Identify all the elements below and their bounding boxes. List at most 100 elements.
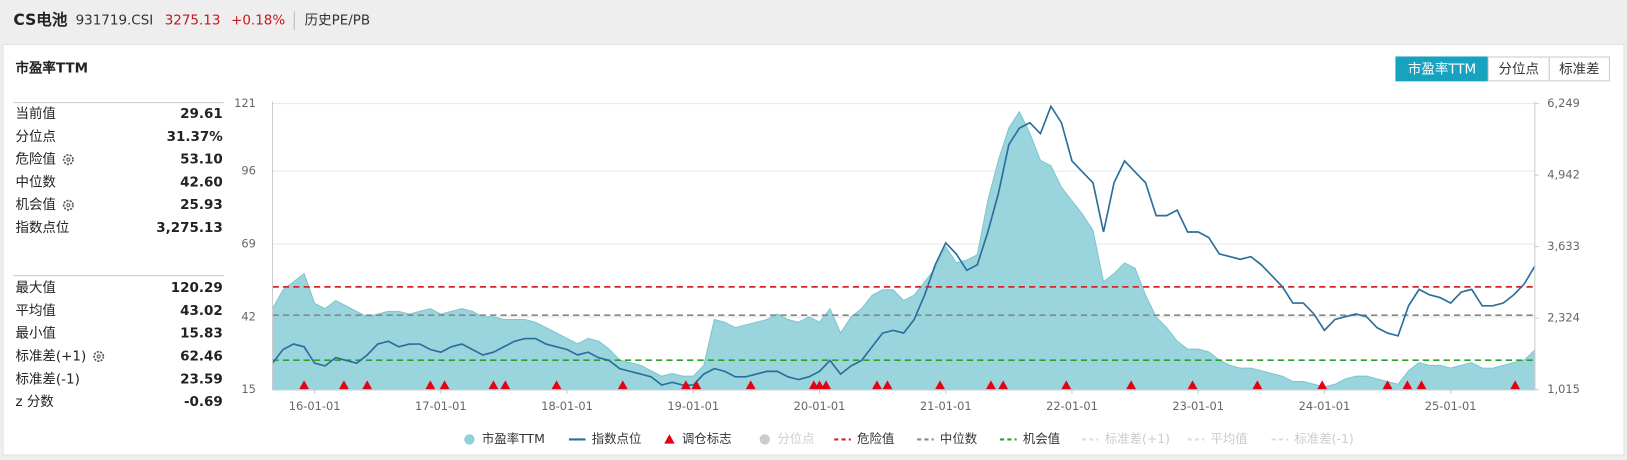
x-tick-label: 16-01-01 <box>289 399 341 413</box>
rebalance-marker <box>882 380 893 390</box>
index-change: +0.18% <box>231 13 285 29</box>
rebalance-marker <box>1382 380 1393 390</box>
legend-label[interactable]: 标准差(-1) <box>1294 431 1353 446</box>
settings-icon[interactable] <box>93 351 105 363</box>
index-code: 931719.CSI <box>76 13 154 29</box>
rebalance-marker <box>425 380 436 390</box>
stat-label: 当前值 <box>16 105 56 122</box>
rebalance-marker <box>814 380 825 390</box>
stat-value: 53.10 <box>180 152 223 168</box>
rebalance-marker <box>680 380 692 390</box>
stat-label: 标准差(+1) <box>16 349 87 365</box>
rebalance-marker <box>934 380 946 390</box>
rebalance-marker <box>439 380 450 390</box>
stat-value: 42.60 <box>180 174 223 190</box>
legend-label[interactable]: 中位数 <box>940 431 978 446</box>
y2-tick-label: 3,633 <box>1547 239 1580 253</box>
y-tick-label: 69 <box>241 236 256 250</box>
y2-tick-label: 4,942 <box>1547 168 1580 182</box>
stat-value: 43.02 <box>180 303 223 319</box>
rebalance-marker <box>985 380 997 390</box>
panel-title: 市盈率TTM <box>16 59 89 76</box>
rebalance-marker <box>1402 380 1413 390</box>
rebalance-marker <box>298 380 310 390</box>
plot: 15 42 69 96 121 1,015 2,324 3,633 4,942 6,249 16-0… <box>234 96 1580 413</box>
stat-value: 15.83 <box>180 326 223 342</box>
stat-label: 机会值 <box>16 197 56 213</box>
legend-icon[interactable] <box>464 434 475 445</box>
rebalance-marker <box>617 380 628 390</box>
legend-label[interactable]: 标准差(+1) <box>1105 431 1170 446</box>
y-tick-label: 96 <box>241 164 256 178</box>
x-tick-label: 17-01-01 <box>415 399 467 413</box>
y-tick-label: 15 <box>241 382 256 396</box>
stat-label: 标准差(-1) <box>16 371 80 387</box>
tab-button-label[interactable]: 分位点 <box>1499 61 1539 77</box>
x-tick-label: 25-01-01 <box>1425 399 1477 413</box>
stat-value: 25.93 <box>180 197 223 213</box>
stat-label: 平均值 <box>16 303 56 319</box>
stat-label: 分位点 <box>16 129 56 145</box>
pe-area <box>271 110 1536 391</box>
x-tick-label: 24-01-01 <box>1299 399 1351 413</box>
stat-value: 120.29 <box>171 280 223 296</box>
rebalance-marker <box>745 380 756 390</box>
settings-icon-core <box>96 354 101 359</box>
stat-value: 23.59 <box>180 371 223 387</box>
legend-label[interactable]: 市盈率TTM <box>482 431 545 446</box>
tab-button-label[interactable]: 市盈率TTM <box>1408 60 1476 77</box>
x-tick-label: 19-01-01 <box>667 399 719 413</box>
stat-value: -0.69 <box>184 394 223 410</box>
y-tick-label: 42 <box>241 309 256 323</box>
stat-value: 62.46 <box>180 349 223 365</box>
legend-label[interactable]: 平均值 <box>1210 431 1247 446</box>
stat-label: 最大值 <box>16 280 56 296</box>
y-tick-label: 121 <box>234 96 256 110</box>
rebalance-marker <box>691 380 702 390</box>
rebalance-marker <box>1317 380 1328 390</box>
rebalance-marker <box>338 380 350 390</box>
rebalance-marker <box>362 380 373 390</box>
stat-label: 危险值 <box>16 152 56 168</box>
top-bar <box>0 0 1627 42</box>
rebalance-marker <box>997 380 1009 390</box>
legend-label[interactable]: 危险值 <box>857 431 894 446</box>
legend-icon[interactable] <box>664 434 675 444</box>
x-tick-label: 21-01-01 <box>920 399 972 413</box>
stat-label: 指数点位 <box>16 220 70 236</box>
y2-tick-label: 2,324 <box>1547 311 1580 325</box>
rebalance-marker <box>871 380 883 390</box>
rebalance-marker <box>820 380 832 390</box>
tab-button[interactable] <box>1548 56 1610 82</box>
rebalance-marker <box>1187 380 1198 390</box>
page-tab[interactable]: 历史PE/PB <box>305 13 370 29</box>
stat-value: 29.61 <box>180 106 223 122</box>
settings-icon-core <box>66 157 71 162</box>
y2-tick-label: 1,015 <box>1547 382 1580 396</box>
rebalance-marker <box>1125 380 1137 390</box>
tab-button-label[interactable]: 标准差 <box>1559 61 1599 77</box>
settings-icon-core <box>66 203 71 208</box>
y2-tick-label: 6,249 <box>1547 96 1580 110</box>
stat-label: 中位数 <box>16 174 57 190</box>
index-price: 3275.13 <box>165 13 221 29</box>
legend-label[interactable]: 调仓标志 <box>682 431 732 446</box>
legend-label[interactable]: 指数点位 <box>592 431 642 446</box>
legend-label[interactable]: 分位点 <box>777 431 814 446</box>
x-tick-label: 22-01-01 <box>1046 399 1098 413</box>
legend-icon[interactable] <box>759 434 770 445</box>
stat-label: z 分数 <box>16 394 55 410</box>
rebalance-marker <box>488 380 499 390</box>
x-tick-label: 20-01-01 <box>794 399 846 413</box>
stat-label: 最小值 <box>16 326 56 342</box>
settings-icon[interactable] <box>62 199 74 211</box>
rebalance-marker <box>1252 380 1263 390</box>
settings-icon[interactable] <box>62 154 74 166</box>
x-tick-label: 18-01-01 <box>541 399 593 413</box>
x-tick-label: 23-01-01 <box>1172 399 1224 413</box>
index-line <box>271 104 1536 386</box>
index-name: CS电池 <box>13 10 67 29</box>
legend-label[interactable]: 机会值 <box>1023 431 1060 446</box>
